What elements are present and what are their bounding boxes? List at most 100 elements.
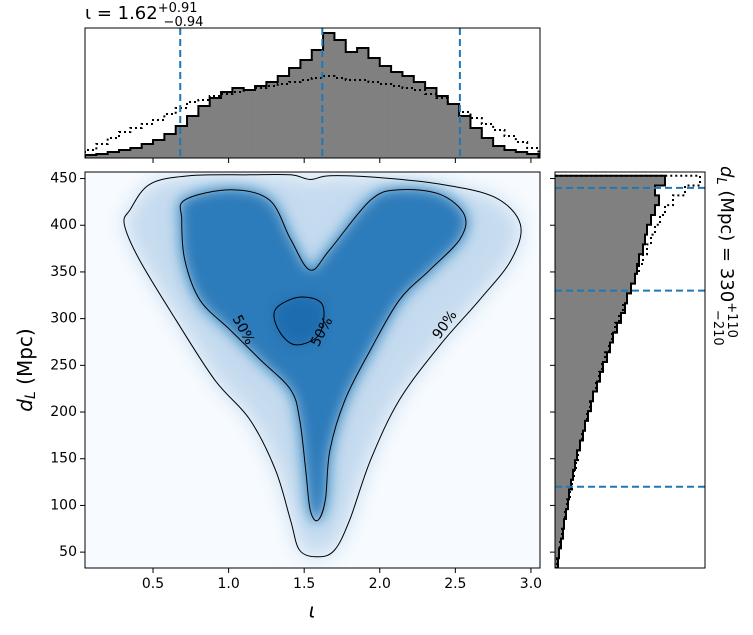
- hist-bar: [555, 342, 610, 353]
- main-frame: [84, 171, 541, 569]
- hist-bar: [555, 509, 566, 520]
- hist-bar: [555, 303, 625, 314]
- hist-bar: [555, 313, 621, 324]
- top-frame: [84, 27, 541, 159]
- hist-bar: [555, 214, 651, 226]
- hist-bar: [379, 66, 392, 158]
- hist-bar: [555, 489, 569, 500]
- hist-bar: [555, 499, 568, 510]
- y-tick-label: 250: [50, 357, 77, 373]
- hist-bar: [555, 430, 583, 441]
- right-label-subs: −210: [711, 310, 726, 346]
- y-tick-label: 450: [50, 171, 77, 187]
- title-sub: −0.94: [164, 15, 204, 30]
- contour-line: [273, 296, 325, 346]
- hist-bar: [357, 48, 369, 158]
- hist-bar: [555, 381, 597, 392]
- right-plot: [555, 174, 705, 568]
- hist-bar: [85, 155, 97, 158]
- hist-bar: [96, 154, 108, 158]
- hist-bar: [555, 283, 631, 294]
- hist-bar: [555, 362, 603, 373]
- title-sup: +0.91: [158, 1, 198, 16]
- hist-bar: [300, 60, 313, 158]
- hist-bar: [555, 401, 591, 412]
- y-axis-label: dL (Mpc): [13, 328, 40, 411]
- y-label-sub: L: [23, 391, 39, 399]
- hist-bar: [493, 146, 505, 158]
- density-fill: [180, 189, 466, 521]
- y-label-main: d: [13, 399, 37, 412]
- right-frame: [554, 171, 706, 569]
- hist-bar: [209, 98, 222, 158]
- right-label-rest: (Mpc) = 330: [716, 185, 737, 303]
- hist-bar: [311, 50, 324, 158]
- hist-bar: [141, 144, 154, 158]
- hist-bar: [555, 518, 564, 530]
- hist-bar: [555, 254, 639, 265]
- y-tick-label: 200: [50, 404, 77, 420]
- hist-bar: [266, 82, 279, 158]
- hist-bar: [555, 440, 580, 451]
- hist-bar: [555, 371, 600, 382]
- hist-bar: [555, 411, 588, 422]
- right-label-main: d: [716, 166, 737, 178]
- hist-bar: [447, 104, 460, 158]
- hist-bar: [555, 224, 647, 235]
- hist-bar: [402, 76, 415, 158]
- hist-bar: [555, 234, 645, 245]
- top-plot: [85, 28, 540, 158]
- x-tick-label: 3.0: [520, 576, 542, 592]
- hist-outline: [85, 32, 540, 158]
- top-title: ι = 1.62+0.91 −0.94: [85, 1, 203, 30]
- y-tick-label: 100: [50, 497, 77, 513]
- contour-line: [179, 188, 467, 522]
- right-label-sup: +110: [725, 302, 740, 338]
- hist-bar: [413, 82, 426, 158]
- hist-bar: [232, 88, 245, 158]
- x-tick-label: 0.5: [142, 576, 164, 592]
- hist-bar: [368, 58, 381, 158]
- hist-bar: [555, 420, 585, 432]
- hist-bar: [255, 86, 267, 158]
- y-label-rest: (Mpc): [13, 328, 37, 391]
- hist-bar: [459, 116, 471, 158]
- hist-bar: [164, 134, 176, 158]
- contour-line: [123, 173, 522, 558]
- hist-bar: [391, 72, 403, 158]
- hist-bar: [175, 126, 188, 158]
- hist-bar: [555, 322, 617, 333]
- main-plot: 90%50% 50%: [85, 172, 540, 568]
- hist-bar: [277, 76, 290, 158]
- hist-bar: [555, 479, 571, 490]
- y-tick-label: 300: [50, 311, 77, 327]
- density-fill: [273, 296, 325, 345]
- hist-bar: [555, 175, 665, 186]
- hist-bar: [323, 33, 335, 158]
- hist-bar: [470, 128, 483, 158]
- x-tick-label: 2.5: [444, 576, 466, 592]
- hist-bar: [555, 469, 573, 481]
- hist-bar: [504, 150, 517, 158]
- hist-bar: [198, 106, 211, 158]
- axes: 0.5 1.0 1.5 2.0 2.5 3.0 50 100 150 200 250 300 350 40…: [50, 27, 706, 592]
- y-tick-label: 50: [59, 544, 77, 560]
- x-axis-label: ι: [309, 599, 316, 623]
- hist-bar: [119, 150, 131, 158]
- hist-bar: [555, 460, 575, 471]
- hist-bar: [555, 548, 559, 559]
- hist-bar: [555, 185, 655, 196]
- hist-bar: [243, 90, 256, 158]
- y-tick-label: 150: [50, 451, 77, 467]
- hist-bar: [187, 116, 199, 158]
- hist-bar: [436, 96, 449, 158]
- hist-bar: [555, 528, 563, 539]
- x-tick-label: 1.5: [293, 576, 315, 592]
- hist-bar: [425, 88, 437, 158]
- hist-bar: [555, 205, 655, 216]
- hist-bar: [107, 152, 120, 158]
- y-tick-label: 400: [50, 217, 77, 233]
- hist-bar: [130, 148, 142, 158]
- hist-bar: [555, 391, 593, 402]
